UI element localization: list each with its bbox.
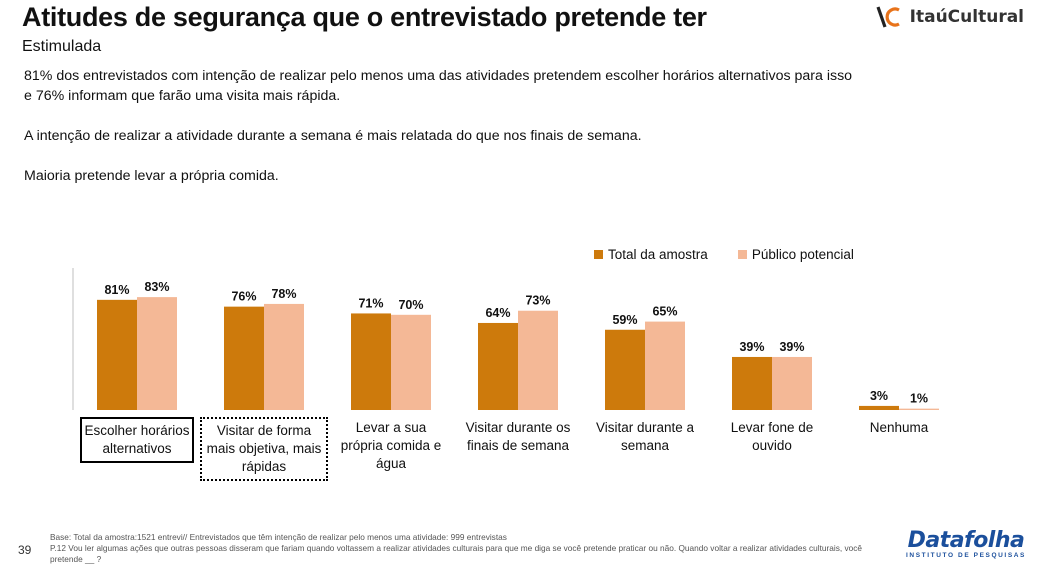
bar-potencial-0	[137, 297, 177, 410]
datafolha-logo: Datafolha INSTITUTO DE PESQUISAS	[906, 530, 1026, 560]
bar-total-6	[859, 405, 899, 410]
bar-total-5	[732, 356, 772, 410]
footer-question: P.12 Vou ler algumas ações que outras pe…	[50, 543, 863, 564]
category-label-4: Visitar durante a semana	[595, 420, 695, 453]
brand-name: ItaúCultural	[909, 7, 1024, 27]
bar-total-2	[351, 313, 391, 410]
summary-text: 81% dos entrevistados com intenção de re…	[24, 66, 1024, 186]
bar-total-3	[478, 322, 518, 410]
legend-item-total: Total da amostra	[594, 247, 708, 262]
legend-item-potencial: Público potencial	[737, 246, 854, 262]
data-label-total-0: 81%	[104, 283, 129, 297]
legend-label-potencial: Público potencial	[751, 246, 854, 262]
category-label-1: Visitar de forma mais objetiva, mais ráp…	[200, 417, 328, 481]
itau-cultural-logo: ItaúCultural	[876, 4, 1024, 30]
category-label-2: Levar a sua própria comida e água	[340, 420, 442, 471]
bar-total-4	[605, 329, 645, 410]
bar-potencial-3	[518, 310, 558, 410]
data-label-potencial-4: 65%	[652, 305, 677, 319]
footer-notes: Base: Total da amostra:1521 entrevi// En…	[50, 532, 890, 565]
data-label-total-1: 76%	[231, 290, 256, 304]
datafolha-name: Datafolha	[907, 528, 1025, 553]
bar-total-1	[224, 306, 264, 410]
category-label-3: Visitar durante os finais de semana	[465, 420, 571, 453]
category-label-0: Escolher horários alternativos	[80, 417, 194, 463]
bar-potencial-1	[264, 303, 304, 410]
category-label-5: Levar fone de ouvido	[730, 420, 814, 453]
data-label-total-4: 59%	[612, 313, 637, 327]
data-label-total-6: 3%	[870, 389, 888, 403]
data-label-potencial-0: 83%	[144, 280, 169, 294]
bar-potencial-5	[772, 356, 812, 410]
bar-potencial-6	[899, 408, 939, 410]
chart-legend: Total da amostra Público potencial	[594, 246, 884, 262]
legend-swatch-total	[594, 249, 603, 259]
data-label-total-3: 64%	[485, 306, 510, 320]
datafolha-subtitle: INSTITUTO DE PESQUISAS	[906, 552, 1026, 559]
bar-total-0	[97, 299, 137, 410]
page-subtitle: Estimulada	[22, 38, 102, 55]
summary-line-4: Maioria pretende levar a própria comida.	[24, 168, 279, 184]
legend-label-total: Total da amostra	[608, 246, 708, 262]
category-label-6: Nenhuma	[869, 420, 929, 435]
data-label-total-5: 39%	[739, 340, 764, 354]
data-label-total-2: 71%	[358, 296, 383, 310]
legend-swatch-potencial	[737, 249, 747, 259]
summary-line-2: e 76% informam que farão uma visita mais…	[24, 88, 341, 104]
bar-potencial-2	[391, 314, 431, 410]
data-label-potencial-1: 78%	[271, 287, 296, 301]
data-label-potencial-6: 1%	[910, 392, 928, 406]
summary-line-3: A intenção de realizar a atividade duran…	[24, 128, 642, 144]
bar-potencial-4	[645, 321, 685, 410]
data-label-potencial-5: 39%	[779, 340, 804, 354]
summary-line-1: 81% dos entrevistados com intenção de re…	[24, 68, 853, 84]
itau-cultural-mark-icon	[876, 6, 900, 28]
data-label-potencial-3: 73%	[525, 294, 550, 308]
footer-base: Base: Total da amostra:1521 entrevi// En…	[50, 532, 507, 542]
data-label-potencial-2: 70%	[398, 298, 423, 312]
page-title: Atitudes de segurança que o entrevistado…	[22, 2, 707, 32]
page-number: 39	[18, 543, 32, 557]
